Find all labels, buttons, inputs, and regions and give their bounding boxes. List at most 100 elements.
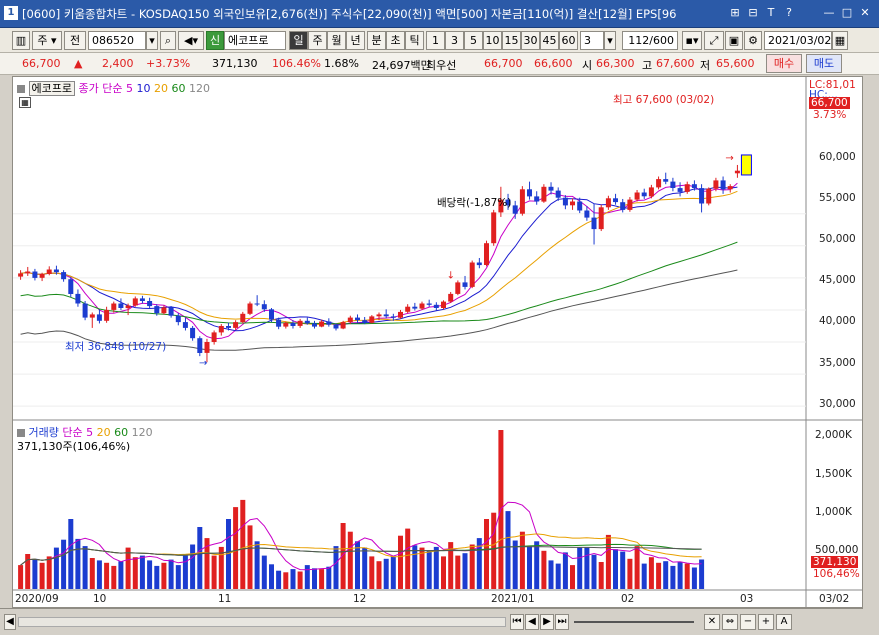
left-strip — [0, 76, 12, 608]
help-icon[interactable]: ? — [786, 6, 792, 19]
volume-tick: 1,500K — [815, 468, 852, 480]
minus-icon[interactable]: − — [740, 614, 756, 630]
volume-legend-name[interactable]: 거래량 — [28, 426, 59, 439]
tab-year[interactable]: 년 — [346, 31, 365, 50]
plus-icon[interactable]: + — [758, 614, 774, 630]
scroll-track[interactable] — [18, 617, 506, 627]
candle — [548, 186, 554, 191]
interval-30[interactable]: 30 — [521, 31, 540, 50]
chart-type-icon[interactable]: ▥ — [12, 31, 30, 50]
last-pct-tag: 3.73% — [813, 109, 847, 121]
font-icon[interactable]: T — [767, 6, 775, 19]
volume-ratio: 106.46% — [272, 57, 321, 70]
period-select[interactable]: 주 ▾ — [32, 31, 62, 50]
candle — [577, 201, 583, 211]
volume-bar — [355, 541, 360, 589]
interval-60[interactable]: 60 — [559, 31, 578, 50]
interval-3[interactable]: 3 — [445, 31, 464, 50]
prev-page-icon[interactable]: ◀ — [525, 614, 539, 630]
text-icon[interactable]: A — [776, 614, 792, 630]
open-price: 66,300 — [596, 57, 635, 70]
volume-bar — [448, 542, 454, 589]
maximize-icon[interactable]: □ — [841, 6, 853, 19]
volume-bar — [319, 569, 325, 589]
tab-minute[interactable]: 분 — [367, 31, 386, 50]
buy-button[interactable]: 매수 — [766, 54, 802, 73]
candle — [684, 184, 690, 192]
prev-button[interactable]: 전 — [64, 31, 86, 50]
candle-style-icon[interactable]: ▪▾ — [682, 31, 702, 50]
grid-icon[interactable]: ▦ — [19, 97, 31, 108]
save-icon[interactable]: ▣ — [725, 31, 743, 50]
volume-bar — [577, 547, 583, 589]
count-input[interactable]: 112/600 — [622, 31, 678, 50]
candle — [147, 301, 153, 307]
minimize-icon[interactable]: — — [823, 6, 835, 19]
volume-bar — [670, 565, 676, 589]
interval-input[interactable]: 3 — [580, 31, 604, 50]
tab-month[interactable]: 월 — [327, 31, 346, 50]
chart-area[interactable]: → → ↓ 에코프로 종가 단순 5 10 20 60 120 ▦ 60,000 5… — [12, 76, 863, 608]
candle — [304, 320, 310, 324]
candle — [734, 170, 740, 174]
interval-10[interactable]: 10 — [483, 31, 502, 50]
candle — [182, 322, 188, 328]
volume-bar — [541, 550, 547, 589]
window-title: [0600] 키움종합차트 - KOSDAQ150 외국인보유[2,676(천)… — [22, 7, 677, 21]
sell-button[interactable]: 매도 — [806, 54, 842, 73]
candle — [32, 271, 38, 278]
close-icon[interactable]: ✕ — [860, 6, 870, 19]
candle — [161, 307, 167, 314]
price-volume-chart[interactable]: → → ↓ — [13, 77, 862, 607]
volume-bar — [605, 534, 611, 589]
tab-day[interactable]: 일 — [289, 31, 308, 50]
y-tick: 50,000 — [819, 233, 856, 245]
tile-icon[interactable]: ⊞ — [730, 6, 740, 19]
candle — [89, 314, 95, 318]
first-icon[interactable]: ⏮ — [510, 614, 524, 630]
dividend-arrow-icon: ↓ — [447, 270, 455, 281]
next-page-icon[interactable]: ▶ — [540, 614, 554, 630]
zoom-slider[interactable] — [574, 621, 694, 623]
interval-45[interactable]: 45 — [540, 31, 559, 50]
candle — [82, 303, 88, 318]
price-info-row: 66,700 ▲ 2,400 +3.73% 371,130 106.46% 1.… — [0, 53, 879, 75]
x-tick: 11 — [218, 593, 232, 605]
layout-icon[interactable]: ⊟ — [748, 6, 758, 19]
fit-icon[interactable]: ⇔ — [722, 614, 738, 630]
gear-icon[interactable]: ⚙ — [744, 31, 762, 50]
stock-code-input[interactable]: 086520 — [88, 31, 146, 50]
candle — [53, 269, 59, 273]
volume-info: 371,130주(106,46%) — [17, 440, 131, 453]
volume-bar — [591, 554, 597, 589]
volume-bar — [39, 562, 45, 589]
toolbar: ▥ 주 ▾ 전 086520 ▾ ⌕ ◀▾ 신 에코프로 일 주 월 년 분 초… — [0, 28, 879, 53]
scroll-left-icon[interactable]: ◀ — [4, 614, 16, 630]
tab-tick[interactable]: 틱 — [405, 31, 424, 50]
volume-bar — [548, 560, 554, 589]
tab-second[interactable]: 초 — [386, 31, 405, 50]
volume-bar — [147, 560, 153, 589]
last-icon[interactable]: ⏭ — [555, 614, 569, 630]
tab-week[interactable]: 주 — [308, 31, 327, 50]
indicator-icon[interactable]: ⤢ — [704, 31, 724, 50]
cross-icon[interactable]: ✕ — [704, 614, 720, 630]
candle — [347, 317, 353, 323]
calendar-icon[interactable]: ▦ — [832, 31, 848, 50]
search-icon[interactable]: ⌕ — [160, 31, 176, 50]
interval-1[interactable]: 1 — [426, 31, 445, 50]
volume-bar — [426, 550, 432, 589]
interval-15[interactable]: 15 — [502, 31, 521, 50]
volume-bar — [333, 546, 339, 589]
ma-line-120 — [20, 269, 738, 351]
interval-dropdown-icon[interactable]: ▾ — [604, 31, 616, 50]
y-tick: 30,000 — [819, 398, 856, 410]
stock-name-legend[interactable]: 에코프로 — [28, 81, 75, 96]
interval-5[interactable]: 5 — [464, 31, 483, 50]
turnover-rate: 1.68% — [324, 57, 359, 70]
stock-name-field: 에코프로 — [224, 31, 286, 50]
date-input[interactable]: 2021/03/02 — [764, 31, 832, 50]
volume-legend-ma120: 120 — [131, 426, 153, 439]
sound-icon[interactable]: ◀▾ — [178, 31, 204, 50]
code-dropdown-icon[interactable]: ▾ — [146, 31, 158, 50]
